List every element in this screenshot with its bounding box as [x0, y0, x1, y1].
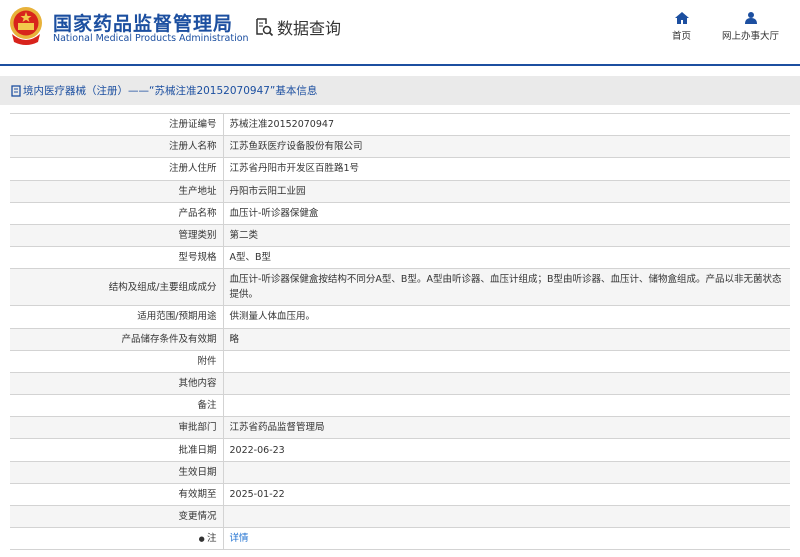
data-query-label: 数据查询: [277, 19, 342, 38]
field-label-text: 管理类别: [178, 230, 217, 242]
field-label: 注册人住所: [10, 157, 224, 181]
field-value: 2025-01-22: [223, 482, 790, 507]
field-value: [223, 460, 790, 484]
field-label: 生效日期: [10, 460, 224, 484]
field-value: 江苏省药品监督管理局: [223, 416, 790, 440]
field-value: 第二类: [223, 223, 790, 248]
breadcrumb: 境内医疗器械（注册）——“苏械注准20152070947”基本信息: [0, 76, 800, 105]
field-label: ● 注: [10, 527, 224, 551]
field-label-text: 注: [206, 532, 217, 544]
field-label: 适用范围/预期用途: [10, 305, 224, 329]
field-label: 生产地址: [10, 179, 224, 203]
org-name-en: National Medical Products Administration: [53, 33, 249, 44]
field-label-text: 结构及组成/主要组成成分: [108, 281, 217, 293]
field-label: 型号规格: [10, 246, 224, 270]
table-row: 适用范围/预期用途 供测量人体血压用。: [10, 305, 790, 329]
table-row: 有效期至 2025-01-22: [10, 482, 790, 507]
field-value: 江苏鱼跃医疗设备股份有限公司: [223, 135, 790, 159]
field-label-text: 批准日期: [178, 444, 217, 456]
field-label: 变更情况: [10, 504, 224, 529]
table-row: 附件: [10, 349, 790, 373]
field-value: 丹阳市云阳工业园: [223, 179, 790, 203]
header-divider: [0, 64, 800, 66]
national-emblem-icon: [10, 7, 42, 45]
field-label: 其他内容: [10, 371, 224, 396]
org-name-cn: 国家药品监督管理局: [53, 13, 234, 35]
field-label-text: 注册证编号: [168, 119, 217, 131]
field-label: 注册人名称: [10, 135, 224, 159]
document-search-icon: [256, 18, 274, 37]
field-label-text: 适用范围/预期用途: [137, 311, 217, 323]
field-label: 产品储存条件及有效期: [10, 327, 224, 351]
table-row: ● 注详情: [10, 527, 790, 551]
field-label: 审批部门: [10, 416, 224, 440]
field-label-text: 其他内容: [178, 377, 217, 389]
field-label: 管理类别: [10, 223, 224, 248]
nav-online-hall-label: 网上办事大厅: [722, 31, 780, 42]
table-row: 注册人住所 江苏省丹阳市开发区百胜路1号: [10, 157, 790, 181]
table-row: 注册证编号 苏械注准20152070947: [10, 112, 790, 137]
table-row: 管理类别 第二类: [10, 223, 790, 248]
note-dot-icon: ●: [198, 534, 207, 543]
field-value: 血压计-听诊器保健盒按结构不同分A型、B型。A型由听诊器、血压计组成；B型由听诊…: [223, 268, 790, 307]
field-label-text: 有效期至: [178, 488, 217, 500]
field-value: [223, 504, 790, 529]
field-label-text: 备注: [197, 400, 217, 412]
field-label-text: 生效日期: [178, 466, 217, 478]
home-icon: [674, 12, 689, 24]
field-value: 苏械注准20152070947: [223, 112, 790, 137]
field-label-text: 注册人住所: [168, 163, 217, 175]
field-value: 血压计-听诊器保健盒: [223, 201, 790, 225]
field-label: 有效期至: [10, 482, 224, 507]
breadcrumb-text: 境内医疗器械（注册）——“苏械注准20152070947”基本信息: [23, 85, 318, 97]
field-label: 附件: [10, 349, 224, 373]
nav-home[interactable]: 首页: [672, 12, 691, 42]
field-label-text: 附件: [197, 355, 217, 367]
nav-home-label: 首页: [672, 31, 692, 42]
table-row: 结构及组成/主要组成成分 血压计-听诊器保健盒按结构不同分A型、B型。A型由听诊器…: [10, 268, 790, 307]
field-value: 江苏省丹阳市开发区百胜路1号: [223, 157, 790, 181]
details-link[interactable]: 详情: [223, 527, 790, 551]
field-value: [223, 371, 790, 396]
field-label-text: 生产地址: [178, 185, 217, 197]
device-info-table: 注册证编号 苏械注准20152070947 注册人名称 江苏鱼跃医疗设备股份有限公司注…: [10, 112, 790, 551]
field-value: 2022-06-23: [223, 438, 790, 462]
table-row: 批准日期 2022-06-23: [10, 438, 790, 462]
field-value: A型、B型: [223, 246, 790, 270]
table-row: 备注: [10, 394, 790, 418]
table-row: 变更情况: [10, 504, 790, 529]
table-row: 型号规格 A型、B型: [10, 246, 790, 270]
field-label-text: 变更情况: [178, 511, 217, 523]
field-label: 结构及组成/主要组成成分: [10, 268, 224, 307]
field-label-text: 注册人名称: [168, 141, 217, 153]
table-row: 生效日期: [10, 460, 790, 484]
field-value: 供测量人体血压用。: [223, 305, 790, 329]
field-label: 批准日期: [10, 438, 224, 462]
field-value: [223, 394, 790, 418]
table-row: 注册人名称 江苏鱼跃医疗设备股份有限公司: [10, 135, 790, 159]
field-label: 产品名称: [10, 201, 224, 225]
field-value: [223, 349, 790, 373]
table-row: 其他内容: [10, 371, 790, 396]
table-row: 审批部门 江苏省药品监督管理局: [10, 416, 790, 440]
field-label-text: 型号规格: [178, 252, 217, 264]
field-label-text: 审批部门: [178, 422, 217, 434]
field-label: 备注: [10, 394, 224, 418]
data-query-title: 数据查询: [254, 15, 341, 39]
field-value: 略: [223, 327, 790, 351]
field-label-text: 产品名称: [178, 207, 217, 219]
users-icon: [744, 12, 757, 24]
site-header: 国家药品监督管理局 National Medical Products Admi…: [0, 0, 800, 64]
nav-online-hall[interactable]: 网上办事大厅: [722, 12, 779, 42]
table-row: 生产地址 丹阳市云阳工业园: [10, 179, 790, 203]
table-row: 产品名称 血压计-听诊器保健盒: [10, 201, 790, 225]
document-icon: [11, 84, 21, 97]
field-label: 注册证编号: [10, 112, 224, 137]
field-label-text: 产品储存条件及有效期: [121, 333, 217, 345]
table-row: 产品储存条件及有效期略: [10, 327, 790, 351]
